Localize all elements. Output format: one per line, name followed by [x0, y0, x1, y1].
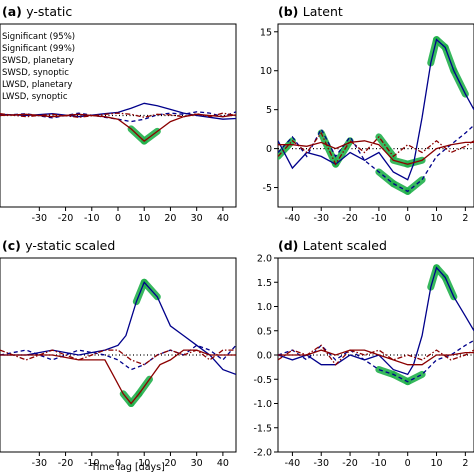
panel-name: Latent scaled — [303, 238, 387, 253]
x-tick-label: 10 — [430, 458, 442, 469]
x-tick-label: -10 — [371, 213, 387, 224]
x-tick-label: -30 — [313, 458, 329, 469]
legend-entry: LWSD, synoptic — [2, 92, 68, 102]
x-tick-label: 10 — [430, 213, 442, 224]
panel-b: (b) Latent -40 -30 -20 -10 0 10 2 15 10 5 0 -5 — [260, 4, 474, 224]
series-line-swsd-planetary — [278, 38, 474, 181]
x-axis-label: Time lag [days] — [90, 462, 165, 473]
x-tick-label: 40 — [217, 213, 229, 224]
x-tick-label: 20 — [164, 458, 176, 469]
x-tick-label: 10 — [138, 213, 150, 224]
x-tick-label: 20 — [164, 213, 176, 224]
panel-c: (c) y-static scaled -30 -20 -10 0 10 20 30 40 Tim… — [0, 238, 237, 473]
series-line-lwsd-planetary — [0, 349, 236, 405]
panel-label: (d) — [278, 238, 303, 253]
panel-title: (b) Latent — [278, 4, 343, 19]
y-tick-label: -5 — [263, 183, 272, 194]
panel-d: (d) Latent scaled -40 -30 -20 -10 0 10 2 2.0 1.5 1… — [253, 238, 474, 469]
panel-title: (d) Latent scaled — [278, 238, 387, 253]
legend-entry: SWSD, synoptic — [2, 68, 69, 78]
series-line-swsd-synoptic — [278, 339, 474, 383]
y-tick-label: 1.5 — [257, 278, 272, 289]
data-lines — [278, 36, 474, 195]
x-tick-label: -20 — [342, 213, 358, 224]
y-tick-label: -2.0 — [253, 448, 272, 459]
series-line-lwsd-planetary — [0, 113, 236, 142]
legend-entry: Significant (95%) — [2, 32, 75, 42]
y-tick-label: 0.0 — [257, 351, 272, 362]
x-tick-label: -20 — [58, 458, 74, 469]
y-tick-label: -1.5 — [253, 423, 272, 434]
panel-label: (b) — [278, 4, 303, 19]
x-tick-label: 0 — [115, 213, 121, 224]
x-tick-label: -30 — [32, 213, 48, 224]
x-tick-label: 0 — [405, 458, 411, 469]
x-tick-label: 2 — [462, 458, 468, 469]
x-tick-label: 30 — [191, 458, 203, 469]
y-tick-label: 5 — [266, 105, 272, 116]
series-line-lwsd-planetary — [278, 140, 474, 165]
x-tick-label: 2 — [462, 213, 468, 224]
legend-entry: Significant (99%) — [2, 44, 75, 54]
x-tick-label: -20 — [58, 213, 74, 224]
y-tick-label: 0 — [266, 144, 272, 155]
data-lines — [0, 102, 236, 145]
y-tick-label: 2.0 — [257, 254, 272, 265]
legend: Significant (95%) Significant (99%) SWSD, … — [2, 32, 75, 102]
x-tick-label: -10 — [371, 458, 387, 469]
legend-entry: LWSD, planetary — [2, 80, 72, 90]
x-tick-label: 40 — [217, 458, 229, 469]
legend-entry: SWSD, planetary — [2, 56, 74, 66]
x-tick-label: -40 — [285, 213, 301, 224]
series-line-swsd-planetary — [0, 281, 236, 376]
y-tick-label: 1.0 — [257, 302, 272, 313]
series-line-lwsd-synoptic — [0, 349, 236, 366]
series-line-swsd-planetary — [0, 102, 236, 120]
y-tick-label: 15 — [260, 27, 272, 38]
panel-title: (a) y-static — [2, 4, 72, 19]
series-line-lwsd-synoptic — [278, 131, 474, 166]
y-tick-label: -0.5 — [253, 375, 272, 386]
x-tick-label: -30 — [32, 458, 48, 469]
panel-name: Latent — [303, 4, 343, 19]
x-tick-label: 0 — [115, 458, 121, 469]
x-tick-label: -30 — [313, 213, 329, 224]
panel-a: (a) y-static -30 -20 -10 0 10 20 30 40 — [0, 4, 237, 224]
data-lines — [278, 264, 474, 386]
x-tick-label: 30 — [191, 213, 203, 224]
series-line-lwsd-synoptic — [0, 112, 236, 118]
y-tick-label: -1.0 — [253, 399, 272, 410]
data-lines — [0, 278, 236, 407]
x-tick-label: 10 — [138, 458, 150, 469]
panel-name: y-static scaled — [25, 238, 115, 253]
panel-name: y-static — [26, 4, 72, 19]
series-line-lwsd-synoptic — [278, 344, 474, 366]
axes-frame — [277, 23, 474, 208]
y-tick-label: 0.5 — [257, 326, 272, 337]
series-line-swsd-synoptic — [278, 124, 474, 193]
panel-label: (c) — [2, 238, 25, 253]
x-tick-label: -10 — [84, 458, 100, 469]
y-tick-label: 10 — [260, 66, 272, 77]
series-line-lwsd-planetary — [278, 349, 474, 366]
x-tick-label: -20 — [342, 458, 358, 469]
x-tick-label: -10 — [84, 213, 100, 224]
x-tick-label: 0 — [405, 213, 411, 224]
significance-highlight — [404, 176, 426, 195]
panel-label: (a) — [2, 4, 26, 19]
series-line-swsd-planetary — [278, 266, 474, 376]
panel-title: (c) y-static scaled — [2, 238, 115, 253]
x-tick-label: -40 — [285, 458, 301, 469]
